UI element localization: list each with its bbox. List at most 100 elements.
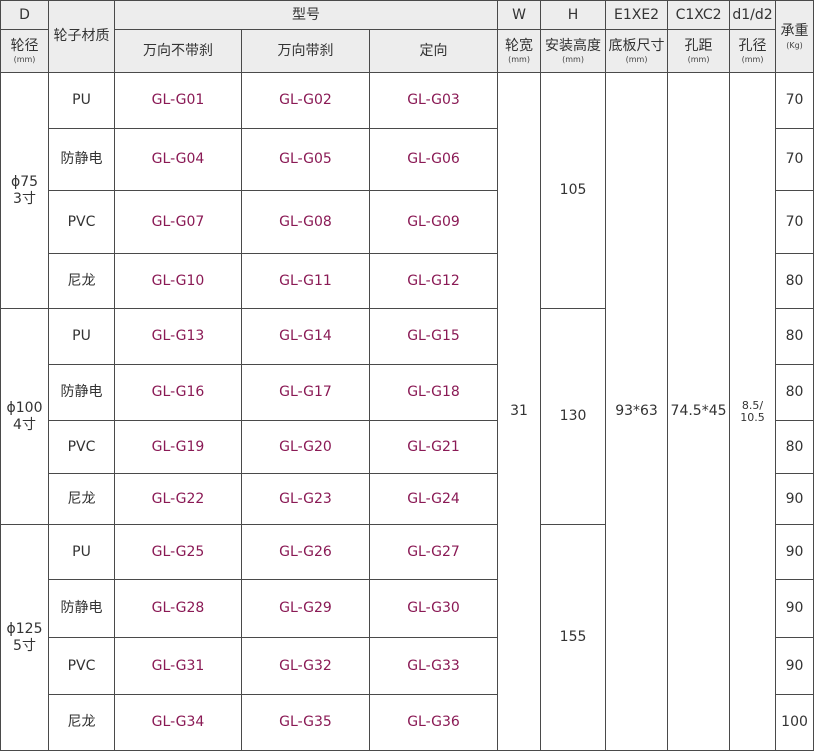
material-cell: 尼龙 bbox=[48, 473, 115, 525]
load-cell: 80 bbox=[775, 253, 815, 309]
model-cell: GL-G24 bbox=[368, 473, 499, 525]
swivel-brake-header: 万向带刹 bbox=[241, 29, 370, 73]
load-cell: 80 bbox=[775, 420, 815, 474]
table-row: 尼龙 GL-G22 GL-G23 GL-G24 90 bbox=[1, 473, 815, 525]
install-height-unit: (mm) bbox=[562, 55, 584, 65]
model-cell: GL-G27 bbox=[368, 524, 499, 580]
load-cell: 80 bbox=[775, 308, 815, 365]
material-cell: 防静电 bbox=[48, 579, 115, 638]
col-c-header: C1XC2 bbox=[667, 0, 731, 30]
model-cell: GL-G12 bbox=[368, 253, 499, 309]
material-cell: PU bbox=[48, 308, 115, 365]
table-row: 防静电 GL-G16 GL-G17 GL-G18 80 bbox=[1, 364, 815, 421]
load-label: 承重 bbox=[780, 23, 809, 40]
swivel-no-brake-header: 万向不带刹 bbox=[114, 29, 242, 73]
hole-spacing-unit: (mm) bbox=[687, 55, 710, 65]
material-cell: 防静电 bbox=[48, 364, 115, 421]
hole-dia-value-2: 10.5 bbox=[740, 410, 765, 424]
model-cell: GL-G15 bbox=[368, 308, 499, 365]
load-cell: 90 bbox=[775, 524, 815, 580]
model-cell: GL-G32 bbox=[241, 637, 370, 695]
material-cell: PVC bbox=[48, 420, 115, 474]
model-cell: GL-G11 bbox=[241, 253, 370, 309]
model-cell: GL-G29 bbox=[241, 579, 370, 638]
wheel-dia-mm: ϕ125 bbox=[6, 620, 43, 637]
model-cell: GL-G33 bbox=[368, 637, 499, 695]
col-h-header: H bbox=[540, 0, 607, 30]
table-row: PVC GL-G31 GL-G32 GL-G33 90 bbox=[1, 637, 815, 695]
material-header: 轮子材质 bbox=[48, 0, 115, 73]
model-cell: GL-G09 bbox=[368, 190, 499, 254]
hole-dia-cell: 8.5/ 10.5 bbox=[729, 72, 777, 751]
hole-dia-header: 孔径 (mm) bbox=[729, 29, 777, 73]
wheel-dia-cell: ϕ100 4寸 bbox=[0, 308, 49, 525]
wheel-dia-inch: 5寸 bbox=[13, 637, 36, 654]
plate-size-label: 底板尺寸 bbox=[608, 37, 665, 54]
col-d-header: D bbox=[0, 0, 49, 30]
material-cell: 防静电 bbox=[48, 128, 115, 191]
table-row: 尼龙 GL-G10 GL-G11 GL-G12 80 bbox=[1, 253, 815, 309]
wheel-dia-label: 轮径 bbox=[10, 37, 39, 54]
wheel-dia-inch: 3寸 bbox=[13, 190, 36, 207]
hole-dia-value-1: 8.5/ bbox=[741, 398, 764, 412]
load-cell: 90 bbox=[775, 473, 815, 525]
material-cell: PVC bbox=[48, 190, 115, 254]
col-d12-header: d1/d2 bbox=[729, 0, 777, 30]
model-cell: GL-G20 bbox=[241, 420, 370, 474]
table-row: PVC GL-G19 GL-G20 GL-G21 80 bbox=[1, 420, 815, 474]
load-cell: 70 bbox=[775, 190, 815, 254]
model-cell: GL-G26 bbox=[241, 524, 370, 580]
model-cell: GL-G18 bbox=[368, 364, 499, 421]
col-e-header: E1XE2 bbox=[605, 0, 669, 30]
install-height-cell: 155 bbox=[540, 524, 607, 751]
load-cell: 70 bbox=[775, 128, 815, 191]
wheel-dia-cell: ϕ75 3寸 bbox=[0, 72, 49, 309]
plate-size-unit: (mm) bbox=[625, 55, 648, 65]
install-height-label: 安装高度 bbox=[545, 37, 602, 54]
model-cell: GL-G04 bbox=[114, 128, 242, 191]
model-cell: GL-G17 bbox=[241, 364, 370, 421]
model-cell: GL-G07 bbox=[114, 190, 242, 254]
plate-size-cell: 93*63 bbox=[605, 72, 669, 751]
install-height-cell: 130 bbox=[540, 308, 607, 525]
col-w-header: W bbox=[497, 0, 542, 30]
model-cell: GL-G03 bbox=[368, 72, 499, 129]
fixed-header: 定向 bbox=[368, 29, 499, 73]
material-cell: PU bbox=[48, 72, 115, 129]
model-cell: GL-G14 bbox=[241, 308, 370, 365]
wheel-dia-mm: ϕ100 bbox=[6, 399, 43, 416]
hole-spacing-label: 孔距 bbox=[684, 37, 713, 54]
model-cell: GL-G34 bbox=[114, 694, 242, 751]
material-cell: PVC bbox=[48, 637, 115, 695]
material-cell: 尼龙 bbox=[48, 253, 115, 309]
model-cell: GL-G01 bbox=[114, 72, 242, 129]
table-row: ϕ75 3寸 PU GL-G01 GL-G02 GL-G03 31 105 93… bbox=[0, 72, 815, 751]
load-unit: (Kg) bbox=[786, 40, 803, 50]
model-cell: GL-G36 bbox=[368, 694, 499, 751]
model-cell: GL-G19 bbox=[114, 420, 242, 474]
wheel-dia-cell: ϕ125 5寸 bbox=[0, 524, 49, 751]
model-header: 型号 bbox=[113, 0, 499, 30]
model-cell: GL-G10 bbox=[114, 253, 242, 309]
table-row: 防静电 GL-G28 GL-G29 GL-G30 90 bbox=[1, 579, 815, 638]
wheel-dia-unit: (mm) bbox=[13, 55, 36, 65]
model-cell: GL-G28 bbox=[114, 579, 242, 638]
wheel-width-label: 轮宽 bbox=[505, 37, 534, 54]
material-cell: 尼龙 bbox=[48, 694, 115, 751]
load-cell: 90 bbox=[775, 579, 815, 638]
hole-dia-label: 孔径 bbox=[738, 37, 767, 54]
hole-spacing-header: 孔距 (mm) bbox=[667, 29, 731, 73]
model-cell: GL-G16 bbox=[114, 364, 242, 421]
load-cell: 100 bbox=[775, 694, 815, 751]
header-row-sub: 轮径 (mm) 万向不带刹 万向带刹 定向 轮宽 (mm) 安装高度 (mm) … bbox=[0, 29, 814, 73]
model-cell: GL-G05 bbox=[241, 128, 370, 191]
wheel-dia-mm: ϕ75 bbox=[10, 173, 39, 190]
hole-dia-unit: (mm) bbox=[741, 55, 764, 65]
model-cell: GL-G21 bbox=[368, 420, 499, 474]
table-row: ϕ100 4寸 PU GL-G13 GL-G14 GL-G15 130 80 bbox=[0, 308, 815, 525]
wheel-dia-inch: 4寸 bbox=[13, 416, 36, 433]
model-cell: GL-G02 bbox=[241, 72, 370, 129]
model-cell: GL-G13 bbox=[114, 308, 242, 365]
load-header: 承重 (Kg) bbox=[775, 0, 815, 73]
